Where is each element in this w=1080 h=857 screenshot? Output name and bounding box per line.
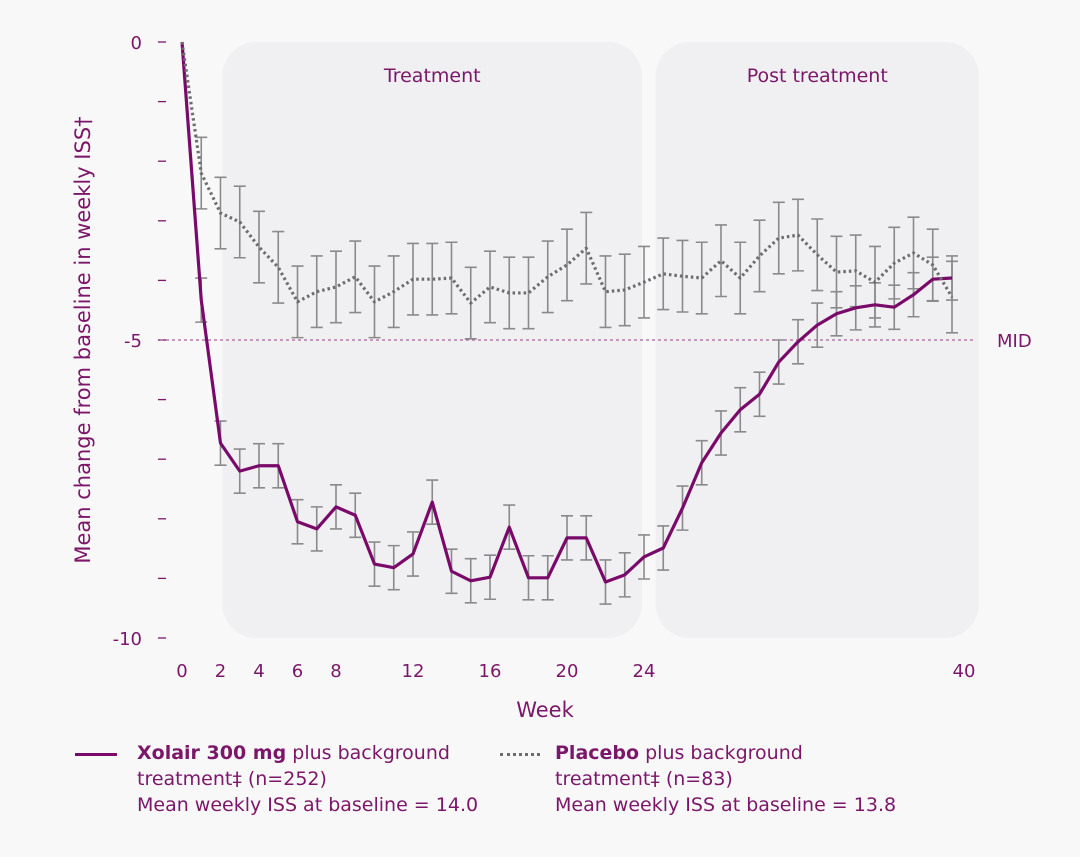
y-tick-label: -5 — [124, 331, 142, 352]
x-tick-label: 0 — [176, 661, 187, 682]
x-tick-label: 20 — [556, 661, 579, 682]
x-tick-label: 2 — [215, 661, 226, 682]
legend-dotted-line — [500, 753, 540, 756]
legend-placebo-n: treatment‡ (n=83) — [555, 768, 733, 790]
x-axis-label: Week — [516, 698, 574, 722]
legend-xolair-name: Xolair 300 mg — [137, 742, 287, 764]
y-tick-label: -10 — [113, 629, 142, 650]
y-tick-label: 0 — [131, 33, 142, 54]
legend-placebo-desc: plus background — [639, 742, 803, 764]
x-tick-label: 24 — [633, 661, 656, 682]
legend-xolair: Xolair 300 mg plus background treatment‡… — [75, 740, 479, 818]
y-axis-label: Mean change from baseline in weekly ISS† — [71, 116, 95, 563]
mid-label: MID — [997, 331, 1032, 352]
legend-xolair-baseline: Mean weekly ISS at baseline = 14.0 — [137, 794, 479, 816]
x-tick-label: 16 — [479, 661, 502, 682]
legend-placebo: Placebo plus background treatment‡ (n=83… — [500, 740, 897, 818]
region-label: Post treatment — [747, 65, 888, 87]
legend-placebo-name: Placebo — [555, 742, 640, 764]
legend-placebo-baseline: Mean weekly ISS at baseline = 13.8 — [555, 794, 897, 816]
x-tick-label: 40 — [953, 661, 976, 682]
legend-xolair-desc: plus background — [286, 742, 450, 764]
region-label: Treatment — [383, 65, 481, 87]
x-tick-label: 6 — [292, 661, 303, 682]
x-tick-label: 12 — [402, 661, 425, 682]
x-tick-label: 4 — [253, 661, 264, 682]
x-tick-label: 8 — [330, 661, 341, 682]
legend-solid-line — [75, 753, 117, 756]
legend-xolair-n: treatment‡ (n=252) — [137, 768, 327, 790]
